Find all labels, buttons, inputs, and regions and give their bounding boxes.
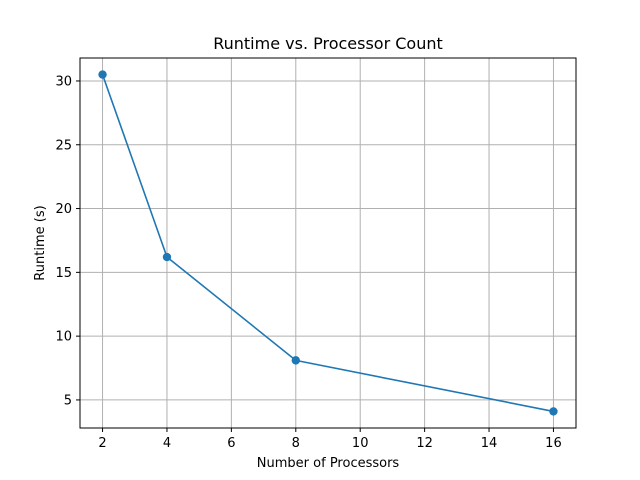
y-tick-label: 20 [55,202,72,217]
series-line [101,74,554,413]
x-tick-label: 10 [352,436,369,451]
axis-ticks: 2 4 6 8 10 12 14 16 5 10 15 20 25 30 [55,74,561,451]
series-layer [98,70,558,416]
chart-title: Runtime vs. Processor Count [213,34,443,53]
x-tick-label: 8 [292,436,300,451]
x-tick-label: 2 [98,436,106,451]
grid [80,58,576,428]
data-point [98,70,107,79]
y-tick-label: 5 [64,393,72,408]
x-axis-label: Number of Processors [257,456,400,471]
y-tick-label: 30 [55,74,72,89]
axes-frame [79,57,577,429]
y-tick-label: 15 [55,266,72,281]
x-tick-label: 6 [227,436,235,451]
x-tick-label: 14 [481,436,498,451]
data-point [291,356,300,365]
x-tick-label: 12 [416,436,433,451]
y-tick-label: 25 [55,138,72,153]
x-tick-label: 16 [545,436,562,451]
data-point [162,252,172,262]
data-point [549,407,558,416]
x-tick-label: 4 [163,436,171,451]
y-tick-label: 10 [55,330,72,345]
y-axis-label: Runtime (s) [33,205,48,280]
